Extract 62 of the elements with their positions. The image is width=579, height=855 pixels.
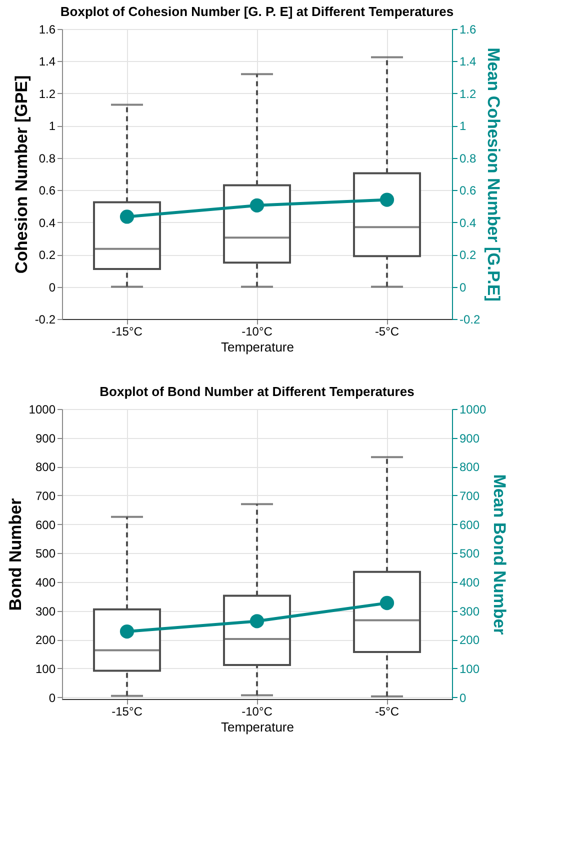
y2-tick-label: -0.2 <box>460 312 481 326</box>
y-tick-label: -0.2 <box>34 312 56 326</box>
y-tick-label: 0 <box>48 280 56 294</box>
y2-tick-label: 800 <box>460 460 480 474</box>
y-tick-label: 0.4 <box>38 216 56 230</box>
y2-tick-label: 0.2 <box>460 248 477 262</box>
y2-tick-label: 0.4 <box>460 216 477 230</box>
y-tick-label: 0.8 <box>38 151 56 166</box>
y2-tick-label: 0.6 <box>460 184 477 198</box>
point <box>250 614 264 628</box>
y2-tick-label: 500 <box>460 546 480 561</box>
y2-axis-title: Mean Bond Number <box>490 474 510 636</box>
x-tick-label: -15°C <box>112 324 143 338</box>
y2-tick-label: 600 <box>460 518 480 532</box>
y-axis-title: Cohesion Number [GPE] <box>12 75 31 274</box>
y2-axis-title: Mean Cohesion Number [G.P.E] <box>484 48 504 302</box>
y2-tick-label: 0 <box>460 280 466 294</box>
y-tick-label: 500 <box>35 546 56 561</box>
x-tick-label: -5°C <box>374 704 400 718</box>
y-tick-label: 800 <box>35 460 56 474</box>
y2-tick-label: 0 <box>460 690 466 705</box>
y-tick-label: 1.2 <box>38 86 56 101</box>
y-tick-label: 100 <box>35 662 56 676</box>
point <box>120 210 134 224</box>
y-tick-label: 400 <box>35 575 56 590</box>
x-tick-label: -10°C <box>242 704 273 718</box>
y2-tick-label: 900 <box>460 431 480 446</box>
x-axis-title: Temperature <box>221 340 294 354</box>
x-tick-label: -15°C <box>112 704 143 718</box>
y-tick-label: 200 <box>35 633 56 648</box>
point <box>380 192 394 207</box>
y-tick-label: 300 <box>35 604 56 618</box>
x-tick-label: -5°C <box>374 324 400 338</box>
chart-title: Boxplot of Cohesion Number [G. P. E] at Different Temperatures <box>60 4 454 19</box>
y-tick-label: 1 <box>48 119 56 134</box>
point <box>380 596 394 610</box>
y-tick-label: 1000 <box>28 402 56 416</box>
y2-tick-label: 1 <box>460 119 466 134</box>
y-axis-title: Bond Number <box>6 498 25 611</box>
x-axis-title: Temperature <box>221 720 294 734</box>
point <box>120 624 134 639</box>
y-tick-label: 600 <box>35 518 56 532</box>
y2-tick-label: 1.6 <box>460 22 477 36</box>
y2-tick-label: 1.2 <box>460 86 477 101</box>
y-tick-label: 1.6 <box>38 22 56 36</box>
y2-tick-label: 100 <box>460 662 480 676</box>
chart-title: Boxplot of Bond Number at Different Temperatures <box>100 384 414 399</box>
y2-tick-label: 200 <box>460 633 480 648</box>
y-tick-label: 900 <box>35 431 56 446</box>
y2-tick-label: 300 <box>460 604 480 618</box>
y-tick-label: 0 <box>48 690 56 705</box>
x-tick-label: -10°C <box>242 324 273 338</box>
y2-tick-label: 700 <box>460 488 480 503</box>
y2-tick-label: 1000 <box>460 402 487 416</box>
point <box>250 198 264 212</box>
y2-tick-label: 1.4 <box>460 54 477 69</box>
y2-tick-label: 400 <box>460 575 480 590</box>
y-tick-label: 0.2 <box>38 248 56 262</box>
y-tick-label: 700 <box>35 488 56 503</box>
y-tick-label: 1.4 <box>38 54 56 69</box>
y2-tick-label: 0.8 <box>460 151 477 166</box>
y-tick-label: 0.6 <box>38 184 56 198</box>
